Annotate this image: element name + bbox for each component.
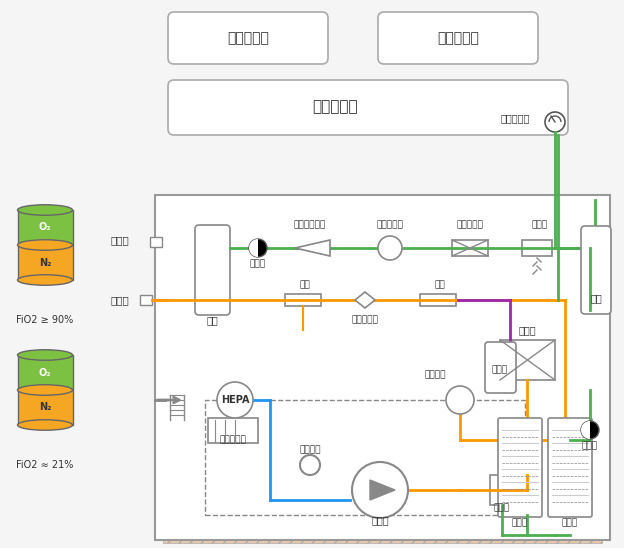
Bar [452,240,488,256]
Bar [522,240,552,256]
Polygon shape [355,292,375,308]
Circle shape [545,112,565,132]
Bar [205,400,525,515]
FancyBboxPatch shape [378,12,538,64]
Text: 散热风扇: 散热风扇 [300,446,321,454]
Ellipse shape [17,420,72,430]
Ellipse shape [17,385,72,395]
Ellipse shape [17,275,72,286]
Text: 单向鄀: 单向鄀 [250,260,266,269]
Text: 流量调节阀: 流量调节阀 [457,220,484,230]
Text: O₂: O₂ [39,222,51,232]
Text: N₂: N₂ [39,402,51,413]
Text: 显示电路板: 显示电路板 [227,31,269,45]
Text: 电磁鄀: 电磁鄀 [518,325,536,335]
Text: 分子筛: 分子筛 [512,518,528,528]
Text: 按键电路板: 按键电路板 [437,31,479,45]
Text: 空压机: 空压机 [371,515,389,525]
Text: 缓冲阰: 缓冲阰 [492,366,508,374]
Text: 气罐: 气罐 [590,293,602,303]
Bar [163,535,602,543]
FancyBboxPatch shape [485,342,516,393]
Bar [500,340,555,380]
FancyBboxPatch shape [195,225,230,315]
Text: N₂: N₂ [39,258,51,267]
Circle shape [446,386,474,414]
Circle shape [378,236,402,260]
Bar [490,475,515,505]
Bar [420,294,456,306]
Wedge shape [249,239,258,257]
Wedge shape [581,421,590,439]
Polygon shape [370,480,395,500]
Bar [285,294,321,306]
Text: 主控电路板: 主控电路板 [312,100,358,115]
Polygon shape [295,240,330,256]
Bar [17,355,72,390]
Text: 减压鄀: 减压鄀 [532,220,548,230]
Ellipse shape [17,205,72,215]
Text: 进气消鼿盒: 进气消鼿盒 [220,436,246,444]
Text: 螺旋散热: 螺旋散热 [424,370,446,380]
Bar [155,195,163,540]
FancyBboxPatch shape [168,80,568,135]
Text: 出氧口: 出氧口 [110,235,129,245]
Text: 单向鄀: 单向鄀 [582,442,598,450]
Bar [17,245,72,280]
FancyBboxPatch shape [498,418,542,517]
Text: 分子筛: 分子筛 [562,518,578,528]
Bar [17,390,72,425]
Bar [140,295,152,305]
FancyBboxPatch shape [548,418,592,517]
Text: O₂: O₂ [39,368,51,378]
Text: 消音器: 消音器 [494,504,510,512]
Text: 压力传感器: 压力传感器 [500,113,530,123]
Bar [150,237,162,247]
Text: 细菌过滤器: 细菌过滤器 [376,220,404,230]
Circle shape [249,239,267,257]
Text: 雾化单向鄀: 雾化单向鄀 [351,316,378,324]
Bar [17,210,72,245]
Circle shape [352,462,408,518]
Circle shape [217,382,253,418]
Text: 氧浓度传感器: 氧浓度传感器 [294,220,326,230]
Text: FiO2 ≈ 21%: FiO2 ≈ 21% [16,460,74,470]
Bar [208,418,258,443]
Bar [602,195,610,540]
Bar [155,195,610,540]
Circle shape [581,421,599,439]
Ellipse shape [17,350,72,360]
Ellipse shape [17,240,72,250]
Text: 三通: 三通 [300,281,310,289]
Text: FiO2 ≥ 90%: FiO2 ≥ 90% [16,315,74,325]
Text: 雾化口: 雾化口 [110,295,129,305]
Text: 水筒: 水筒 [206,315,218,325]
FancyBboxPatch shape [581,226,611,314]
Text: HEPA: HEPA [221,395,249,405]
Text: 三通: 三通 [435,281,446,289]
FancyBboxPatch shape [168,12,328,64]
